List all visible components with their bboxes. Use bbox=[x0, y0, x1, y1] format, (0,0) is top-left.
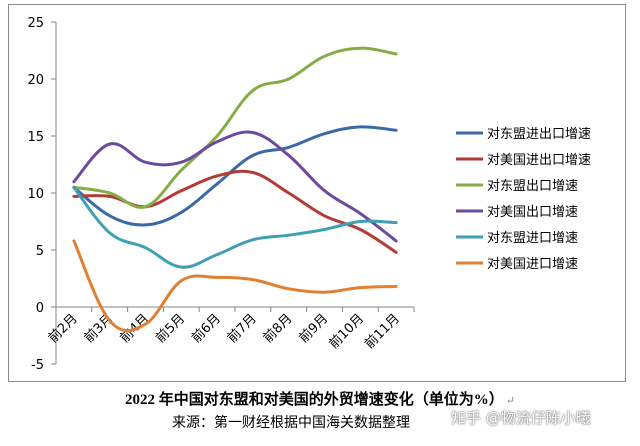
y-tick-label: 10 bbox=[27, 187, 44, 202]
caption-title-text: 2022 年中国对东盟和对美国的外贸增速变化（单位为%） bbox=[125, 392, 504, 408]
paragraph-return-mark: ↵ bbox=[505, 395, 515, 407]
legend-label-2: 对美国进出口增速 bbox=[487, 153, 591, 168]
chart-frame: -5 0 5 10 15 20 25 前2月 前3月 前4月 前5月 前6月 前7月 前8月 前9月 前10月… bbox=[8, 4, 626, 382]
chart-caption-title: 2022 年中国对东盟和对美国的外贸增速变化（单位为%） ↵ bbox=[0, 388, 640, 409]
chart-caption-source: 来源：第一财经根据中国海关数据整理 bbox=[172, 415, 410, 431]
y-tick-label: 0 bbox=[36, 301, 44, 316]
x-tick-label: 前7月 bbox=[224, 311, 260, 347]
y-tick-label: -5 bbox=[31, 358, 44, 373]
x-tick-label: 前8月 bbox=[260, 311, 296, 347]
y-tick-label: 25 bbox=[27, 16, 44, 31]
x-tick-label: 前11月 bbox=[362, 311, 403, 352]
y-tick-label: 20 bbox=[27, 73, 44, 88]
watermark-text: 知乎 @物流仔陈小曦 bbox=[451, 409, 591, 427]
legend-label-5: 对东盟进口增速 bbox=[487, 231, 578, 246]
series-line-1 bbox=[72, 125, 398, 227]
x-tick-label: 前5月 bbox=[153, 311, 189, 347]
x-tick-label: 前10月 bbox=[326, 311, 367, 352]
legend: 对东盟进出口增速对美国进出口增速对东盟出口增速对美国出口增速对东盟进口增速对美国… bbox=[456, 127, 591, 272]
y-tick-label: 15 bbox=[27, 130, 44, 145]
series-line-4 bbox=[72, 130, 398, 243]
series-lines bbox=[72, 46, 398, 333]
x-tick-label: 前6月 bbox=[188, 311, 224, 347]
legend-label-6: 对美国进口增速 bbox=[487, 257, 578, 272]
legend-label-3: 对东盟出口增速 bbox=[487, 179, 578, 194]
legend-label-4: 对美国出口增速 bbox=[487, 205, 578, 220]
legend-label-1: 对东盟进出口增速 bbox=[487, 127, 591, 142]
series-line-3 bbox=[72, 46, 398, 209]
series-line-6 bbox=[72, 239, 398, 333]
x-tick-label: 前3月 bbox=[81, 311, 117, 347]
x-tick-label: 前2月 bbox=[45, 311, 81, 347]
series-line-5 bbox=[72, 185, 398, 269]
y-tick-label: 5 bbox=[36, 244, 44, 259]
